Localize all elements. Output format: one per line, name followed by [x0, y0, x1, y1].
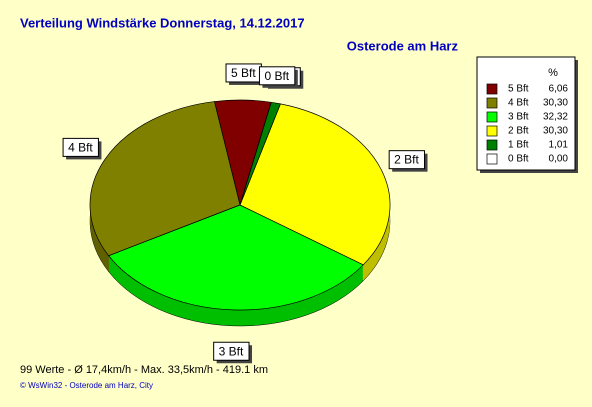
legend-label: 1 Bft — [508, 140, 529, 151]
legend-swatch — [486, 153, 498, 165]
slice — [89, 101, 241, 257]
slice-label: 2 Bft — [394, 153, 419, 167]
label-box — [213, 341, 250, 361]
legend-swatch — [486, 111, 498, 123]
legend-swatch — [486, 125, 498, 137]
slice — [239, 101, 281, 206]
chart-title: Verteilung Windstärke Donnerstag, 14.12.… — [20, 15, 305, 30]
label-box — [258, 66, 296, 86]
footer-line: 99 Werte - Ø 17,4km/h - Max. 33,5km/h - … — [20, 364, 268, 376]
label-box — [62, 137, 99, 157]
legend-value: 30,30 — [543, 98, 568, 109]
slice-label: 3 Bft — [219, 344, 244, 358]
legend-swatch — [486, 97, 498, 109]
legend-value: 1,01 — [549, 140, 569, 151]
label-box — [388, 150, 426, 170]
legend-label: 5 Bft — [508, 84, 529, 95]
legend-value: 30,30 — [543, 126, 568, 137]
slice-label: 0 Bft — [264, 69, 289, 83]
legend-label: 0 Bft — [508, 154, 529, 165]
footer-line: © WsWin32 - Osterode am Harz, City — [20, 381, 153, 390]
slice — [239, 102, 272, 206]
legend-value: 0,00 — [549, 154, 569, 165]
legend-label: 2 Bft — [508, 126, 529, 137]
legend-value: 32,32 — [543, 112, 568, 123]
legend-value: 6,06 — [549, 84, 569, 95]
chart-subtitle: Osterode am Harz — [347, 38, 459, 53]
slice — [239, 103, 391, 266]
legend-label: 3 Bft — [508, 112, 529, 123]
slice-label: 4 Bft — [68, 140, 93, 154]
legend-label: 4 Bft — [508, 98, 529, 109]
legend-swatch — [486, 83, 498, 95]
slice-label: 5 Bft — [231, 66, 256, 80]
legend-title: % — [548, 67, 558, 79]
legend-swatch — [486, 139, 498, 151]
slice — [108, 204, 364, 311]
